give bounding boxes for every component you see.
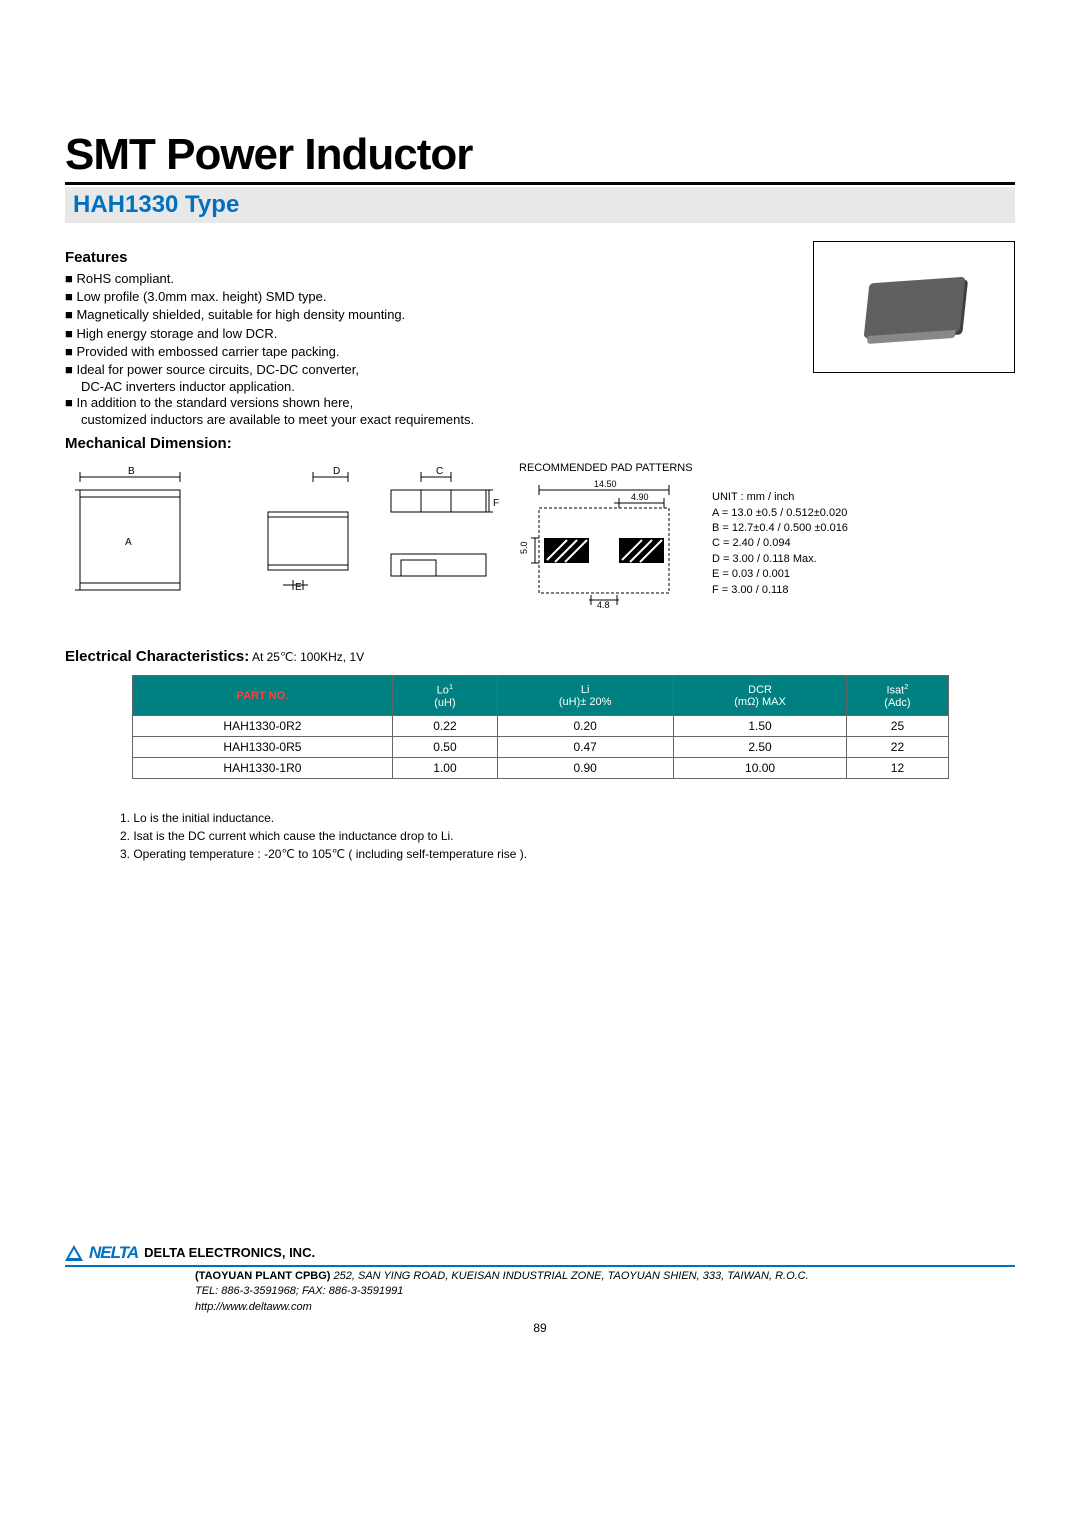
plant-label: (TAOYUAN PLANT CPBG) — [195, 1270, 330, 1282]
dim-line: A = 13.0 ±0.5 / 0.512±0.020 — [712, 506, 848, 521]
feature-item: Ideal for power source circuits, DC-DC c… — [65, 361, 793, 379]
th-li: Li(uH)± 20% — [497, 676, 673, 716]
svg-text:14.50: 14.50 — [594, 479, 617, 489]
svg-text:5.0: 5.0 — [519, 542, 529, 555]
elec-heading: Electrical Characteristics: At 25℃: 100K… — [65, 648, 1015, 665]
svg-text:D: D — [333, 466, 340, 477]
th-lo: Lo1(uH) — [393, 676, 497, 716]
features-heading: Features — [65, 249, 793, 266]
svg-text:4.8: 4.8 — [597, 600, 610, 608]
feature-subline: customized inductors are available to me… — [65, 412, 793, 427]
note-line: 3. Operating temperature : -20℃ to 105℃ … — [120, 845, 1015, 863]
logo-icon — [65, 1245, 83, 1261]
feature-item: RoHS compliant. — [65, 270, 793, 288]
company-name: DELTA ELECTRONICS, INC. — [144, 1245, 315, 1260]
drawing-top: B A — [65, 462, 235, 602]
svg-text:4.90: 4.90 — [631, 492, 649, 502]
svg-text:F: F — [493, 498, 499, 509]
page-title: SMT Power Inductor — [65, 130, 1015, 182]
addr-line: http://www.deltaww.com — [195, 1301, 312, 1313]
svg-text:A: A — [125, 537, 132, 548]
mech-heading: Mechanical Dimension: — [65, 435, 1015, 452]
dim-line: C = 2.40 / 0.094 — [712, 536, 848, 551]
page-number: 89 — [65, 1321, 1015, 1335]
feature-item: Low profile (3.0mm max. height) SMD type… — [65, 288, 793, 306]
features-list: RoHS compliant. Low profile (3.0mm max. … — [65, 270, 793, 379]
drawing-side: D E — [253, 462, 363, 602]
table-row: HAH1330-1R01.000.9010.0012 — [132, 757, 948, 778]
svg-text:C: C — [436, 466, 443, 477]
elec-conditions: At 25℃: 100KHz, 1V — [249, 650, 364, 664]
logo-text: NELTA — [89, 1243, 138, 1263]
spec-table: PART NO. Lo1(uH) Li(uH)± 20% DCR(mΩ) MAX… — [132, 675, 949, 779]
dim-line: F = 3.00 / 0.118 — [712, 583, 848, 598]
feature-item: Provided with embossed carrier tape pack… — [65, 343, 793, 361]
dim-line: B = 12.7±0.4 / 0.500 ±0.016 — [712, 521, 848, 536]
footer: NELTA DELTA ELECTRONICS, INC. (TAOYUAN P… — [65, 1243, 1015, 1335]
th-dcr: DCR(mΩ) MAX — [673, 676, 847, 716]
notes: 1. Lo is the initial inductance. 2. Isat… — [120, 809, 1015, 863]
dim-line: E = 0.03 / 0.001 — [712, 567, 848, 582]
dimension-list: UNIT : mm / inch A = 13.0 ±0.5 / 0.512±0… — [712, 490, 848, 598]
dim-line: D = 3.00 / 0.118 Max. — [712, 552, 848, 567]
chip-icon — [863, 276, 965, 337]
th-part: PART NO. — [132, 676, 393, 716]
dim-label-b: B — [128, 466, 135, 477]
feature-item: Magnetically shielded, suitable for high… — [65, 306, 793, 324]
pad-title: RECOMMENDED PAD PATTERNS — [519, 462, 694, 474]
drawing-pad: RECOMMENDED PAD PATTERNS 14.50 4.90 5.0 — [519, 462, 694, 608]
th-isat: Isat2(Adc) — [847, 676, 948, 716]
subtitle: HAH1330 Type — [73, 191, 1007, 219]
features-list-2: In addition to the standard versions sho… — [65, 394, 793, 412]
table-row: HAH1330-0R20.220.201.5025 — [132, 715, 948, 736]
feature-item: In addition to the standard versions sho… — [65, 394, 793, 412]
feature-item: High energy storage and low DCR. — [65, 325, 793, 343]
table-row: HAH1330-0R50.500.472.5022 — [132, 736, 948, 757]
addr-line: 252, SAN YING ROAD, KUEISAN INDUSTRIAL Z… — [334, 1270, 809, 1282]
drawing-end: C F — [381, 462, 501, 602]
note-line: 1. Lo is the initial inductance. — [120, 809, 1015, 827]
addr-line: TEL: 886-3-3591968; FAX: 886-3-3591991 — [195, 1285, 403, 1297]
note-line: 2. Isat is the DC current which cause th… — [120, 827, 1015, 845]
svg-text:E: E — [295, 582, 302, 593]
product-image — [813, 241, 1015, 373]
unit-line: UNIT : mm / inch — [712, 490, 848, 505]
feature-subline: DC-AC inverters inductor application. — [65, 379, 793, 394]
